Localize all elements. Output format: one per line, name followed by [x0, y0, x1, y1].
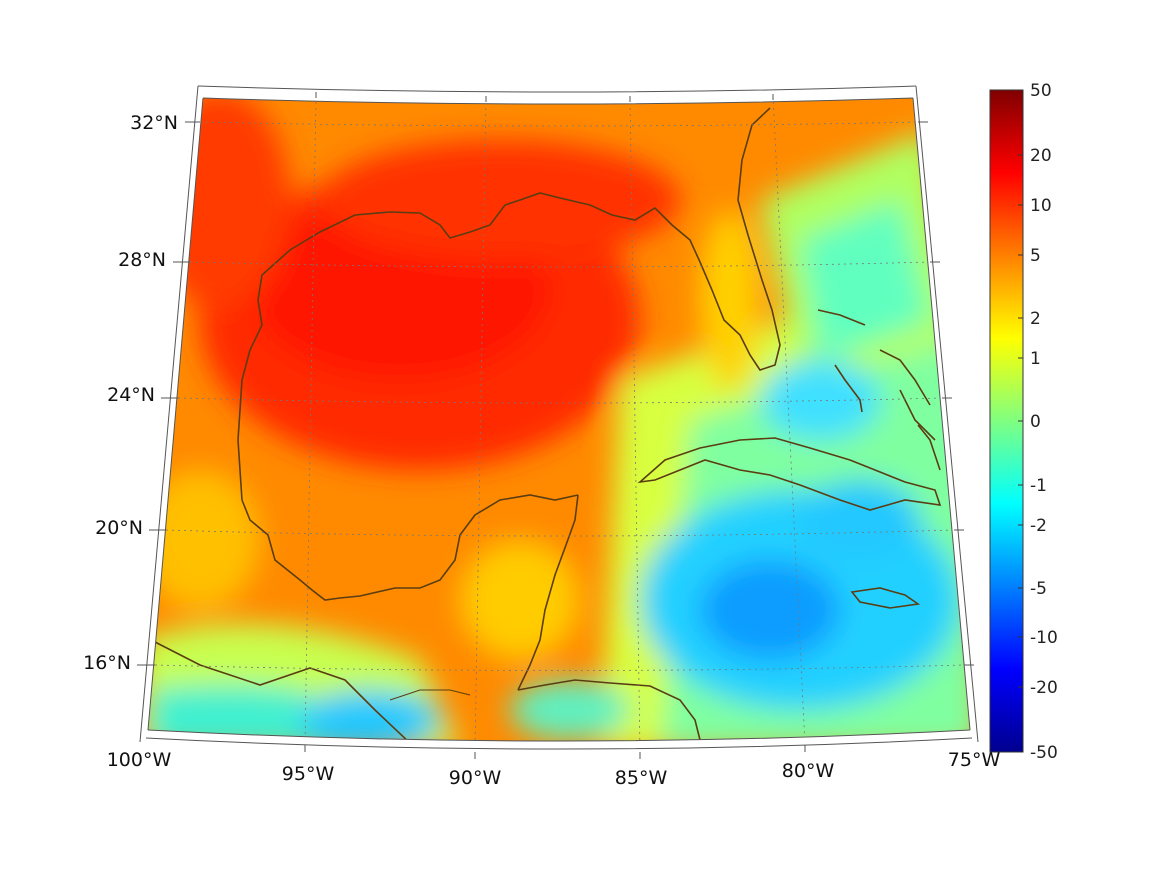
- colorbar-tick-label: -2: [1030, 516, 1047, 536]
- gulf-coast-north: [237, 107, 781, 501]
- colorbar-tick-label: -10: [1030, 628, 1058, 648]
- colorbar-gradient: [989, 89, 1024, 753]
- colorbar-tick-label: -20: [1030, 678, 1058, 698]
- lat-tick-20: 20°N: [95, 517, 143, 539]
- colorbar-tick-label: -50: [1030, 743, 1058, 763]
- map-frame: [137, 85, 979, 759]
- lat-tick-16: 16°N: [83, 652, 131, 674]
- gulf-coast-mexico: [241, 494, 579, 601]
- colorbar-tick-label: 2: [1030, 309, 1041, 329]
- central-america-caribbean: [517, 679, 701, 741]
- data-field: [148, 98, 970, 741]
- mexico-guatemala-border: [389, 689, 471, 701]
- graticule: [154, 98, 965, 741]
- lat-tick-labels: 32°N 28°N 24°N 20°N 16°N: [83, 112, 178, 674]
- coastlines: [154, 107, 942, 741]
- lon-tick-100: 100°W: [107, 749, 172, 771]
- colorbar-tick-label: 10: [1030, 196, 1052, 216]
- lon-tick-80: 80°W: [782, 760, 835, 782]
- colorbar-tick-label: -5: [1030, 579, 1047, 599]
- lon-tick-labels: 100°W 95°W 90°W 85°W 80°W 75°W: [107, 749, 1001, 789]
- lat-tick-32: 32°N: [130, 112, 178, 134]
- colorbar-tick-label: 20: [1030, 146, 1052, 166]
- hispaniola-edge: [917, 424, 941, 471]
- lon-tick-95: 95°W: [282, 763, 335, 785]
- cuba-outline: [637, 437, 942, 511]
- bahamas-islands: [817, 309, 936, 441]
- yucatan-east-coast: [517, 494, 579, 691]
- colorbar-tick-label: 0: [1030, 412, 1041, 432]
- colorbar-tick-label: 1: [1030, 349, 1041, 369]
- colorbar-tick-label: 5: [1030, 246, 1041, 266]
- colorbar-tick-label: -1: [1030, 476, 1047, 496]
- lon-tick-90: 90°W: [449, 767, 502, 789]
- colorbar-tick-label: 50: [1030, 81, 1052, 101]
- colorbar-ticks: [1018, 89, 1023, 753]
- pacific-coast: [154, 641, 413, 741]
- jamaica-outline: [850, 587, 921, 609]
- lat-tick-24: 24°N: [107, 384, 155, 406]
- lon-tick-85: 85°W: [615, 767, 668, 789]
- lon-tick-75: 75°W: [948, 749, 1001, 771]
- lat-tick-28: 28°N: [118, 249, 166, 271]
